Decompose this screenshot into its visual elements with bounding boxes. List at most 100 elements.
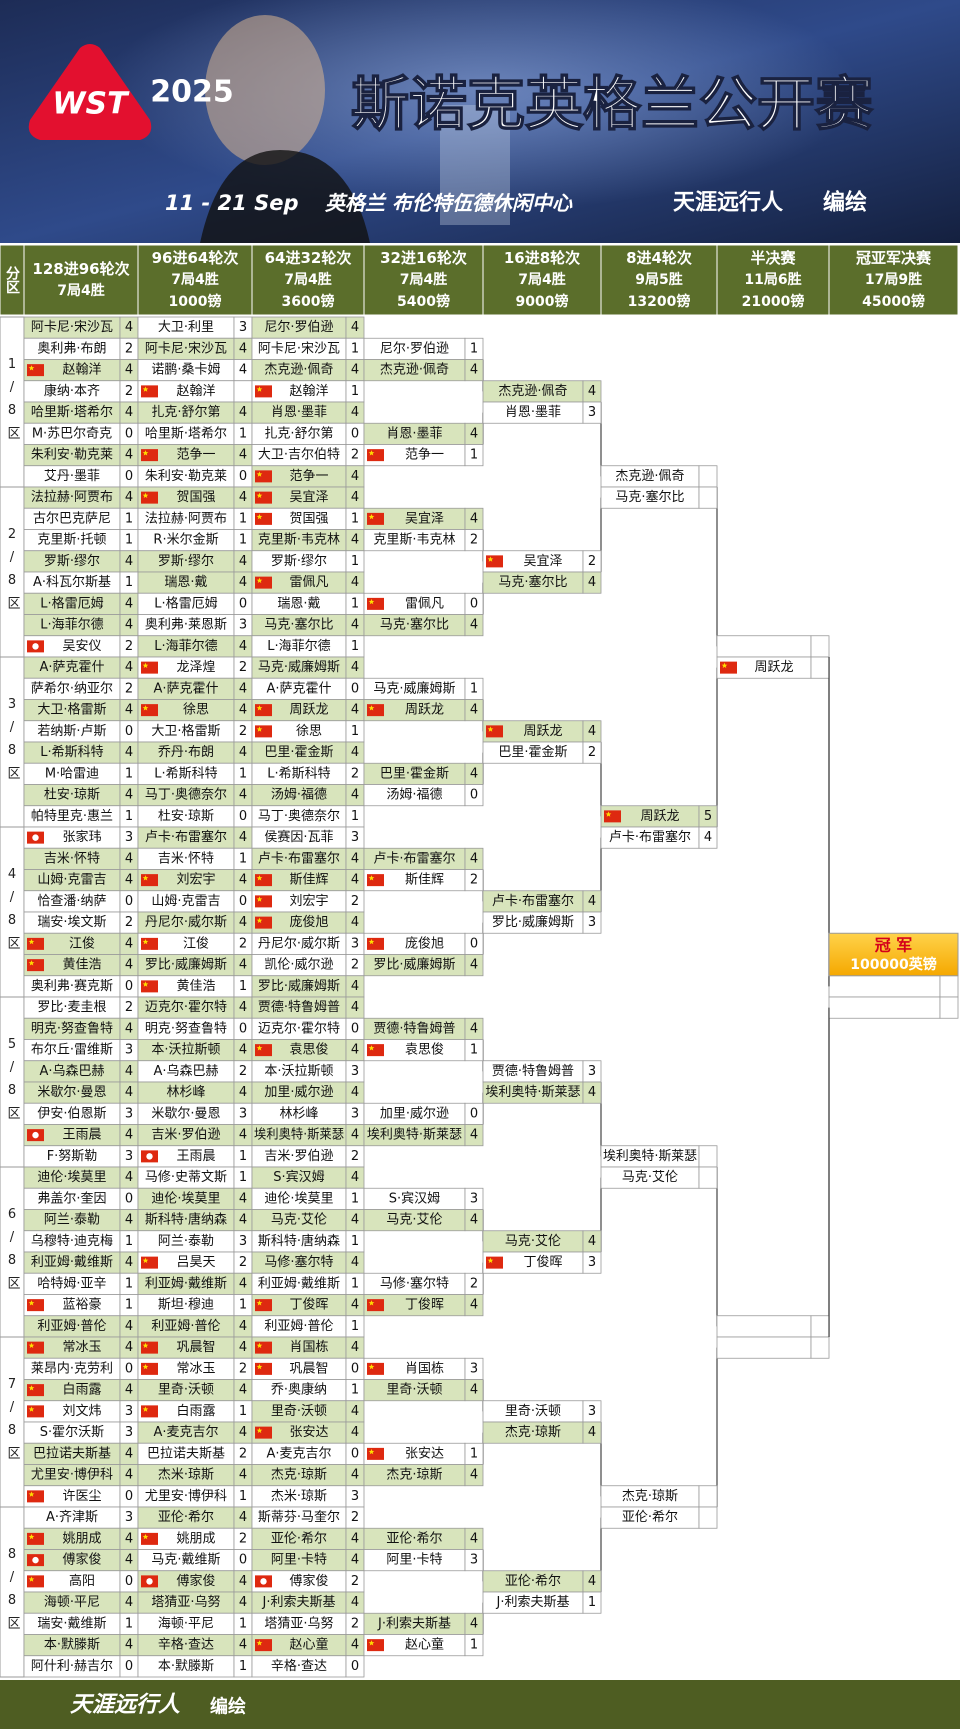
player-score: 2 <box>239 1361 247 1376</box>
player-score: 4 <box>351 1553 359 1568</box>
player-score: 1 <box>125 575 133 590</box>
player-score: 1 <box>239 1170 247 1185</box>
player-name: L·海菲尔德 <box>267 639 330 654</box>
flag-star <box>142 1363 149 1370</box>
score-cell <box>810 635 830 658</box>
player-score: 1 <box>239 979 247 994</box>
player-name: 塔猜亚·乌努 <box>151 1594 220 1610</box>
player-name: 巴里·霍金斯 <box>498 744 567 760</box>
player-name: 庞俊旭 <box>405 935 444 951</box>
flag-star <box>256 1640 263 1646</box>
player-name: L·海菲尔德 <box>40 618 103 633</box>
player-score: 4 <box>351 1468 359 1483</box>
round-prize: 1000镑 <box>169 293 222 310</box>
player-score: 1 <box>239 1489 247 1504</box>
player-name: 米歇尔·曼恩 <box>37 1085 106 1100</box>
flag-star <box>368 513 375 520</box>
player-score: 2 <box>239 936 247 951</box>
player-name: 辛格·查达 <box>158 1637 214 1653</box>
flag-star <box>28 1533 35 1540</box>
player-name: 林杉峰 <box>279 1106 318 1121</box>
round-format: 17局9胜 <box>865 272 922 288</box>
player-name: 辛格·查达 <box>271 1658 327 1674</box>
player-score: 4 <box>351 1043 359 1058</box>
flag-star <box>256 705 263 711</box>
player-name: 里奇·沃顿 <box>271 1403 327 1419</box>
player-name: 塔猜亚·乌努 <box>264 1615 333 1631</box>
header-cell <box>363 244 484 316</box>
header-cell <box>23 244 139 316</box>
player-name: 斯蒂芬·马奎尔 <box>258 1510 340 1525</box>
score-cell <box>582 1591 602 1614</box>
player-score: 4 <box>239 915 247 930</box>
player-score: 2 <box>351 1510 359 1525</box>
header-cell <box>828 244 959 316</box>
player-name: 贾德·特鲁姆普 <box>492 1064 574 1079</box>
flag-star <box>368 875 375 881</box>
player-score: 3 <box>470 1361 478 1376</box>
score-cell <box>698 465 718 488</box>
player-score: 4 <box>125 936 133 951</box>
player-name: 侯赛因·瓦菲 <box>264 829 333 845</box>
player-name: 斯坦·穆迪 <box>158 1298 214 1313</box>
player-score: 4 <box>351 490 359 505</box>
flag-star <box>368 1448 375 1455</box>
player-score: 4 <box>239 1000 247 1015</box>
player-score: 1 <box>351 554 359 569</box>
player-name: F·努斯勒 <box>47 1149 98 1164</box>
player-name: 吕昊天 <box>176 1255 215 1270</box>
player-name: 凯伦·威尔逊 <box>264 958 333 973</box>
player-name: 恰查潘·纳萨 <box>37 894 106 909</box>
player-name: 罗比·威廉姆斯 <box>258 978 340 994</box>
flag <box>367 1299 384 1312</box>
player-name: 埃利奥特·斯莱瑟 <box>367 1128 462 1143</box>
player-name: L·希斯科特 <box>154 766 217 781</box>
player-name: 尼尔·罗伯逊 <box>380 341 449 356</box>
player-score: 3 <box>588 915 596 930</box>
player-name: 罗斯·缪尔 <box>44 553 100 569</box>
player-name: 本·沃拉斯顿 <box>264 1064 333 1079</box>
player-name: M·哈雷迪 <box>45 766 99 781</box>
round-name: 16进8轮次 <box>504 249 580 267</box>
player-score: 4 <box>351 979 359 994</box>
player-name: 大卫·利里 <box>158 320 214 335</box>
flag <box>604 810 621 823</box>
player-name: 杰克·琼斯 <box>271 1468 327 1483</box>
player-name: 明克·努查鲁特 <box>31 1021 113 1036</box>
player-name: 艾丹·墨菲 <box>44 469 100 484</box>
player-name: 里奇·沃顿 <box>386 1382 442 1398</box>
player-score: 1 <box>470 341 478 356</box>
player-score: 0 <box>351 681 359 696</box>
player-name: 若纳斯·卢斯 <box>37 723 106 739</box>
player-score: 2 <box>470 1276 478 1291</box>
flag-star <box>142 1533 149 1540</box>
player-score: 2 <box>125 1000 133 1015</box>
player-score: 0 <box>239 1021 247 1036</box>
logo-shape <box>28 44 152 140</box>
flag <box>141 491 158 504</box>
flag-star <box>256 1045 263 1051</box>
player-name: 阿兰·泰勒 <box>158 1234 214 1249</box>
player-score: 4 <box>351 1340 359 1355</box>
player-name: 蓝裕豪 <box>62 1297 101 1313</box>
player-name: 瑞恩·戴 <box>277 596 320 611</box>
player-score: 5 <box>704 809 712 824</box>
player-score: 0 <box>125 1489 133 1504</box>
score-cell <box>698 486 718 509</box>
player-name: 雷佩凡 <box>405 596 444 611</box>
player-name: 斯佳辉 <box>405 873 444 888</box>
player-name: 阿卡尼·宋沙瓦 <box>258 341 340 356</box>
player-name: 罗比·麦圭根 <box>37 1000 106 1015</box>
player-name: 杰克逊·佩奇 <box>380 362 449 378</box>
player-score: 4 <box>239 788 247 803</box>
player-score: 4 <box>239 1319 247 1334</box>
player-name: 姚朋成 <box>176 1531 215 1546</box>
player-name: 巴拉诺夫斯基 <box>147 1446 225 1461</box>
flag <box>255 576 272 589</box>
player-score: 4 <box>239 341 247 356</box>
player-name: 高阳 <box>69 1573 95 1589</box>
player-name: 杰克逊·佩奇 <box>498 383 567 399</box>
player-score: 4 <box>239 1510 247 1525</box>
player-score: 3 <box>588 1404 596 1419</box>
player-score: 4 <box>125 1340 133 1355</box>
